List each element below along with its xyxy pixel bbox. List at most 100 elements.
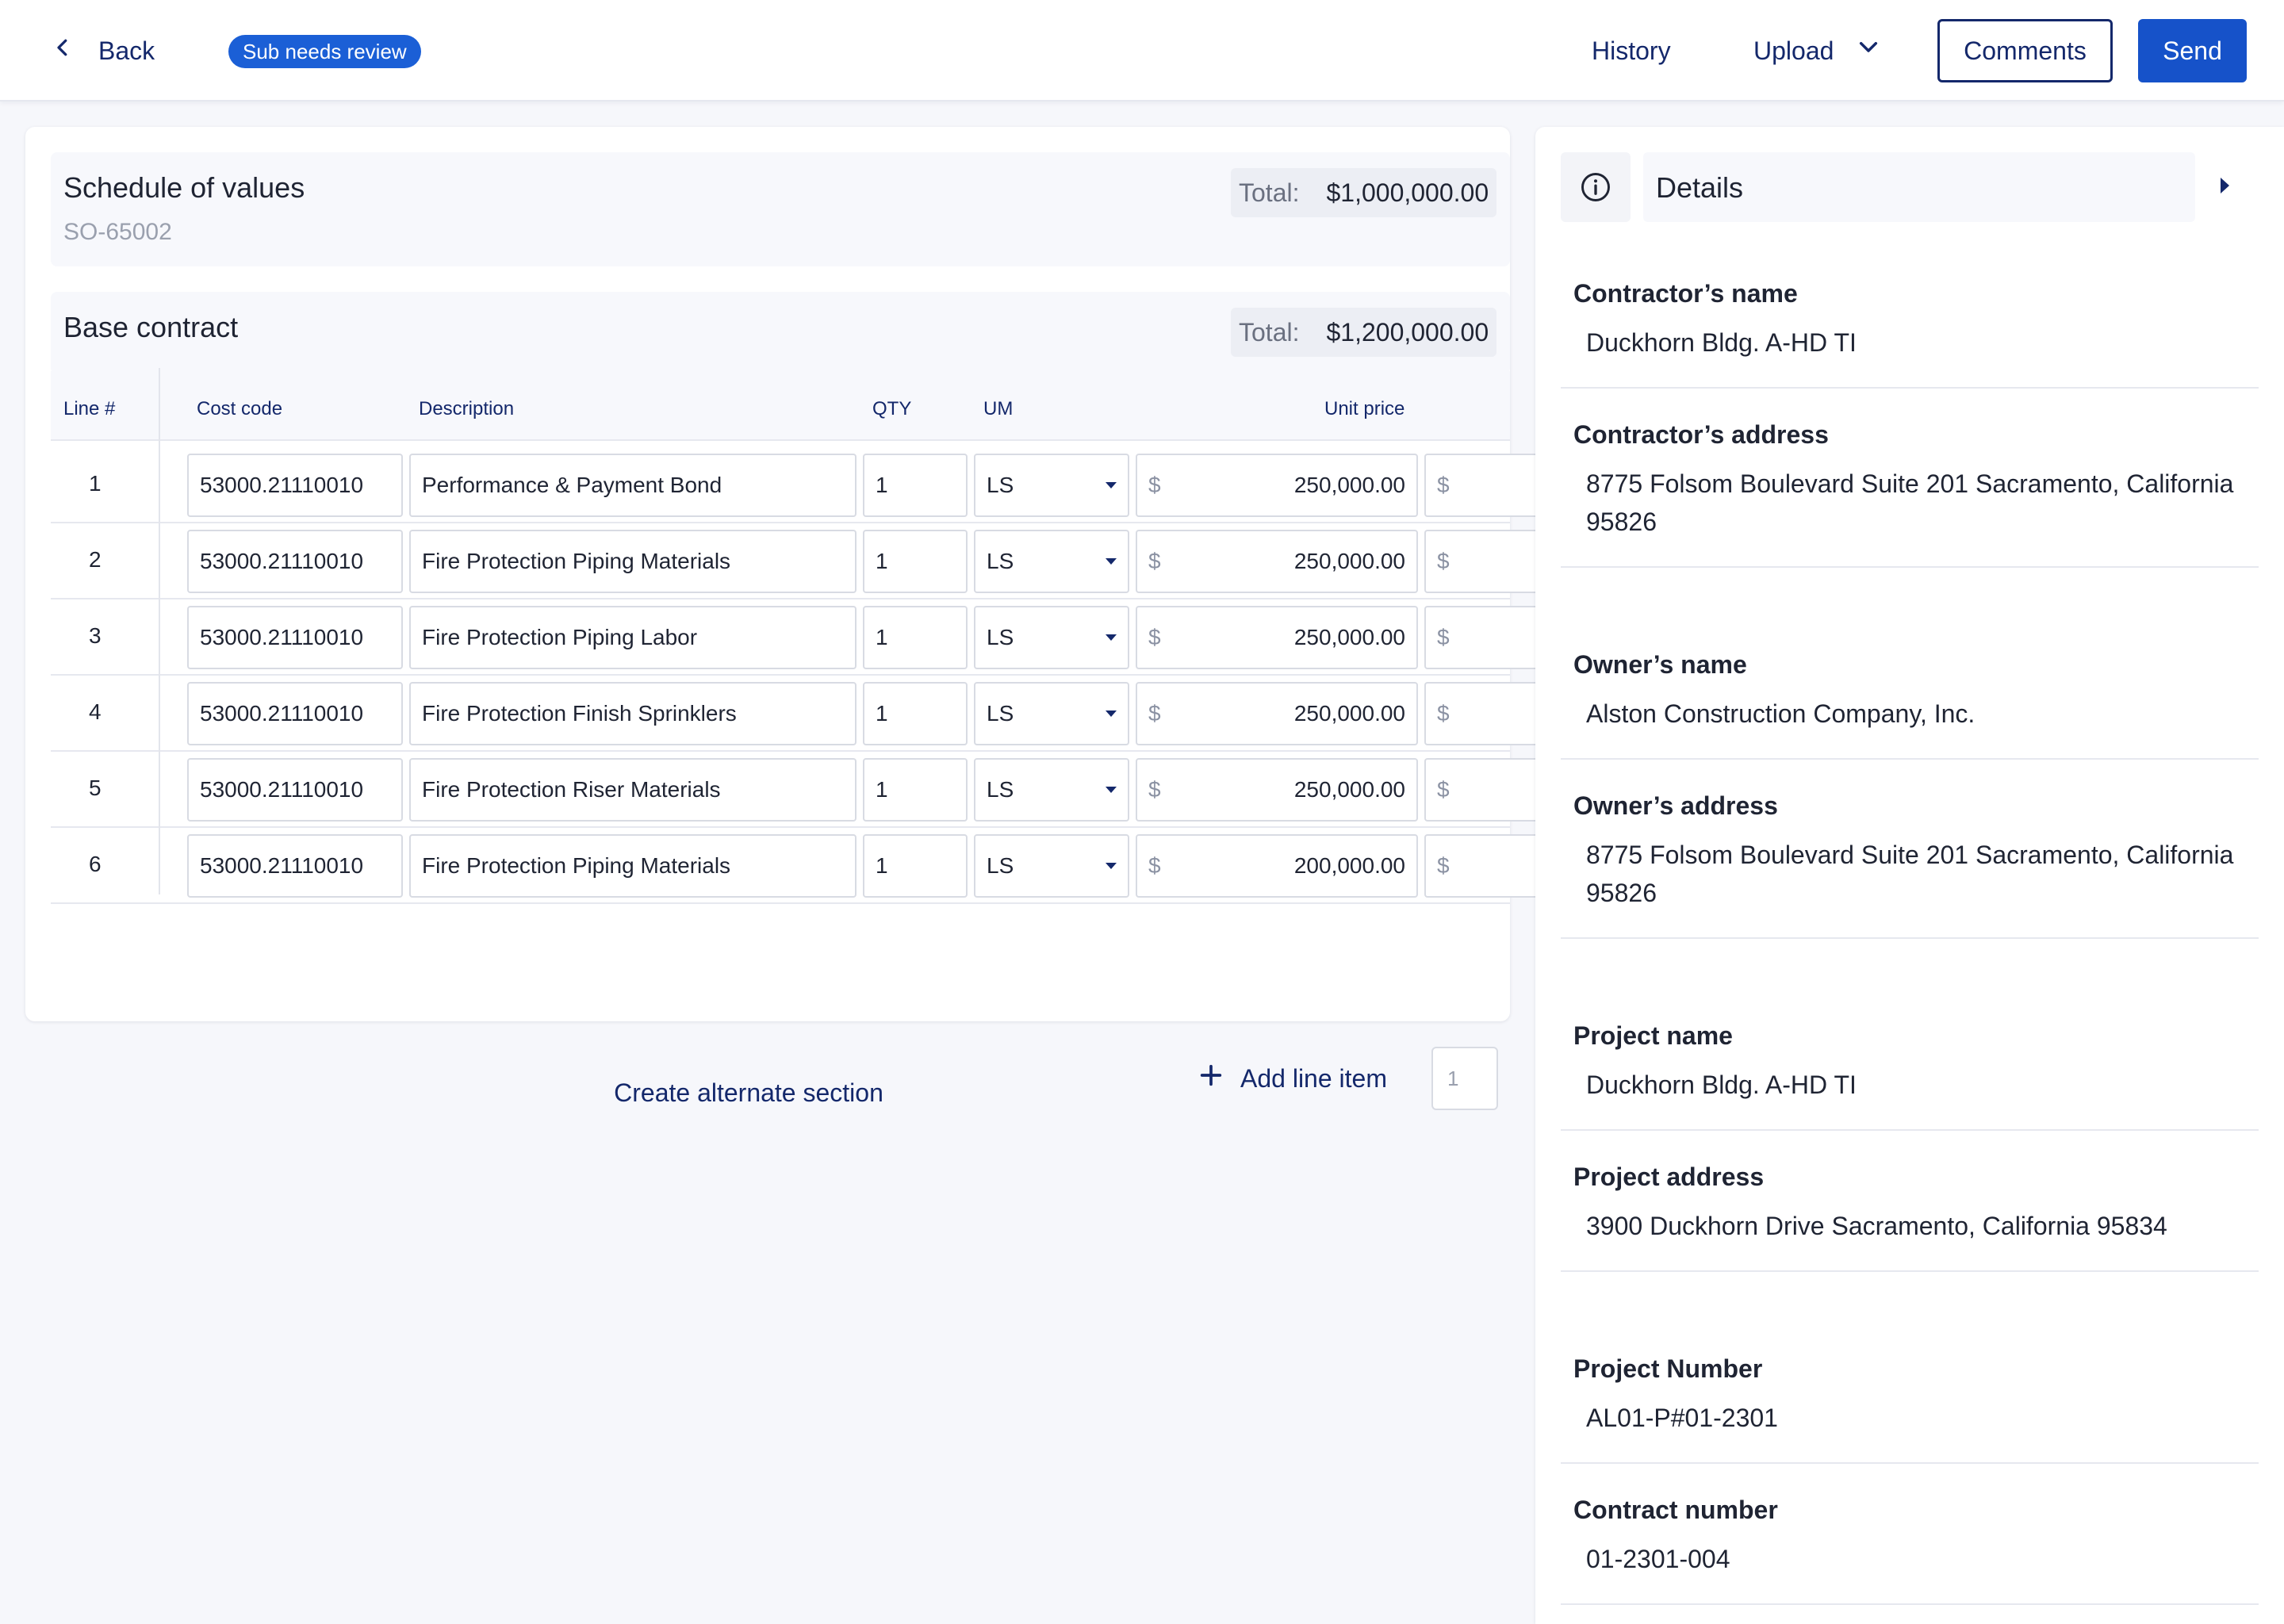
upload-label: Upload [1753,36,1834,65]
description-input[interactable]: Fire Protection Piping Labor [409,606,856,669]
detail-divider [1561,1270,2259,1272]
qty-input[interactable]: 1 [863,530,968,593]
detail-value: Duckhorn Bldg. A-HD TI [1586,1071,1857,1099]
cost-code-input[interactable]: 53000.21110010 [187,758,403,822]
status-badge: Sub needs review [228,35,421,68]
base-contract-title: Base contract [63,311,239,343]
base-total-value: $1,200,000.00 [1326,317,1489,347]
cost-code-input[interactable]: 53000.21110010 [187,530,403,593]
description-input[interactable]: Fire Protection Piping Materials [409,834,856,898]
line-number: 4 [89,699,102,724]
um-value: LS [987,625,1014,649]
send-button[interactable]: Send [2138,19,2247,82]
um-value: LS [987,549,1014,573]
detail-value: 01-2301-004 [1586,1545,1730,1573]
detail-divider [1561,1462,2259,1464]
um-select[interactable]: LS [974,530,1129,593]
caret-down-icon [1106,863,1117,869]
unit-price-input[interactable]: $250,000.00 [1136,606,1418,669]
um-select[interactable]: LS [974,682,1129,745]
add-line-count-input[interactable]: 1 [1431,1047,1498,1110]
caret-down-icon [1106,558,1117,565]
line-column-divider [159,368,160,894]
currency-symbol: $ [1437,625,1450,649]
qty-input[interactable]: 1 [863,758,968,822]
detail-divider [1561,758,2259,760]
um-select[interactable]: LS [974,606,1129,669]
qty-input[interactable]: 1 [863,606,968,669]
chevron-right-icon[interactable] [2221,178,2229,193]
cost-code-input[interactable]: 53000.21110010 [187,834,403,898]
total-price-input[interactable]: $ [1424,758,1535,822]
total-price-input[interactable]: $ [1424,834,1535,898]
qty-input[interactable]: 1 [863,682,968,745]
detail-value: 8775 Folsom Boulevard Suite 201 Sacramen… [1586,469,2234,536]
unit-price-input[interactable]: $250,000.00 [1136,530,1418,593]
chevron-left-icon [51,36,75,66]
add-line-item-button[interactable]: Add line item [1198,1056,1387,1101]
currency-symbol: $ [1148,853,1161,878]
create-alternate-section-link[interactable]: Create alternate section [614,1078,883,1107]
description-input[interactable]: Performance & Payment Bond [409,454,856,517]
back-button[interactable]: Back [51,32,155,70]
col-unit-price: Unit price [1324,398,1405,419]
details-panel [1535,127,2284,1624]
col-cost-code: Cost code [197,398,283,419]
add-line-item-label: Add line item [1240,1063,1387,1093]
um-value: LS [987,473,1014,497]
um-select[interactable]: LS [974,758,1129,822]
unit-price-input[interactable]: $250,000.00 [1136,758,1418,822]
detail-value: Alston Construction Company, Inc. [1586,699,1976,728]
top-bar: Back Sub needs review History Upload Com… [0,0,2284,102]
caret-down-icon [1106,482,1117,488]
detail-label: Owner’s name [1573,650,1747,679]
detail-divider [1561,937,2259,939]
table-row: 5 53000.21110010 Fire Protection Riser Mat… [51,752,1535,828]
unit-price-input[interactable]: $200,000.00 [1136,834,1418,898]
total-price-input[interactable]: $ [1424,606,1535,669]
description-input[interactable]: Fire Protection Piping Materials [409,530,856,593]
schedule-header: Total: $1,000,000.00 [51,152,1510,266]
unit-price-input[interactable]: $250,000.00 [1136,454,1418,517]
detail-value: 3900 Duckhorn Drive Sacramento, Californ… [1586,1212,2167,1240]
back-label: Back [98,36,155,65]
currency-symbol: $ [1148,701,1161,726]
description-input[interactable]: Fire Protection Finish Sprinklers [409,682,856,745]
total-price-input[interactable]: $ [1424,682,1535,745]
schedule-card: Total: $1,000,000.00 Total: $1,200,000.0… [25,127,1535,1110]
detail-value: Duckhorn Bldg. A-HD TI [1586,328,1857,357]
unit-price-value: 250,000.00 [1293,549,1405,573]
um-value: LS [987,853,1014,878]
detail-divider [1561,1603,2259,1605]
history-link[interactable]: History [1592,36,1671,65]
detail-label: Contractor’s name [1573,279,1798,308]
qty-input[interactable]: 1 [863,834,968,898]
description-input[interactable]: Fire Protection Riser Materials [409,758,856,822]
um-select[interactable]: LS [974,454,1129,517]
total-price-input[interactable]: $ [1424,530,1535,593]
detail-divider [1561,387,2259,389]
table-header: Line # Cost code Description QTY UM Unit… [51,371,1510,441]
details-header [1643,152,2195,222]
currency-symbol: $ [1437,473,1450,497]
detail-label: Project Number [1573,1354,1763,1383]
currency-symbol: $ [1437,777,1450,802]
upload-dropdown[interactable]: Upload [1753,32,1881,70]
detail-divider [1561,566,2259,568]
col-qty: QTY [872,398,912,419]
col-um: UM [983,398,1014,419]
cost-code-input[interactable]: 53000.21110010 [187,606,403,669]
comments-button[interactable]: Comments [1937,19,2113,82]
chevron-down-icon [1834,35,1881,67]
cost-code-input[interactable]: 53000.21110010 [187,454,403,517]
cost-code-input[interactable]: 53000.21110010 [187,682,403,745]
unit-price-input[interactable]: $250,000.00 [1136,682,1418,745]
um-select[interactable]: LS [974,834,1129,898]
line-number: 5 [89,776,102,800]
unit-price-value: 250,000.00 [1293,473,1405,497]
total-price-input[interactable]: $ [1424,454,1535,517]
qty-input[interactable]: 1 [863,454,968,517]
table-row: 6 53000.21110010 Fire Protection Piping Ma… [51,828,1535,904]
detail-divider [1561,1129,2259,1131]
schedule-id: SO-65002 [63,219,172,245]
